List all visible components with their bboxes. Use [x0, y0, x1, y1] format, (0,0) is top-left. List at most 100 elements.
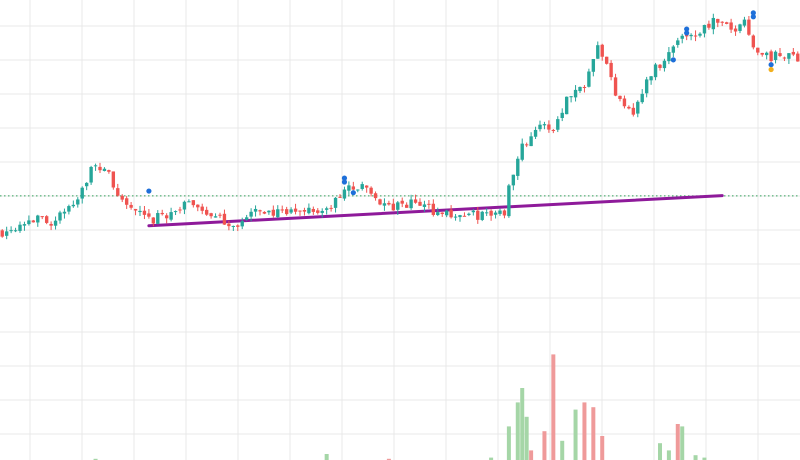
candle-body	[600, 44, 604, 57]
volume-bar	[506, 426, 511, 460]
candle-body	[618, 95, 622, 99]
candle-body	[76, 199, 80, 205]
candle-body	[311, 208, 316, 212]
candle-body	[707, 23, 711, 28]
candle-body	[636, 101, 640, 114]
volume-bar	[529, 450, 534, 460]
candle-body	[156, 213, 160, 224]
candle-body	[667, 52, 671, 62]
candle-body	[507, 185, 511, 217]
candle-body	[160, 212, 164, 215]
candle-body	[524, 144, 529, 146]
candle-body	[742, 19, 747, 26]
candle-body	[27, 220, 31, 225]
candle-body	[253, 208, 258, 212]
candle-body	[262, 211, 267, 214]
candle-body	[44, 216, 49, 223]
signal-marker	[341, 175, 348, 181]
candle-body	[538, 124, 542, 130]
candle-body	[529, 136, 533, 147]
candle-body	[53, 220, 58, 226]
candle-body	[62, 211, 67, 214]
candle-body	[649, 76, 653, 81]
candle-body	[400, 200, 404, 204]
candle-body	[387, 202, 391, 205]
candle-body	[640, 93, 644, 103]
candle-body	[329, 207, 333, 209]
candle-body	[218, 214, 222, 216]
candle-body	[40, 216, 44, 218]
trendline-segment	[147, 194, 724, 228]
candle-body	[58, 212, 62, 221]
candle-body	[476, 210, 480, 220]
candle-body	[680, 35, 684, 39]
candle-body	[764, 52, 769, 56]
candle-body	[209, 213, 213, 217]
candle-body	[147, 213, 151, 217]
candle-body	[333, 197, 338, 208]
candle-body	[560, 112, 564, 118]
candle-body	[378, 199, 382, 205]
volume-bar	[386, 458, 391, 460]
volume-bar	[600, 436, 605, 460]
candle-body	[693, 35, 698, 37]
candle-body	[729, 22, 733, 30]
candle-body	[316, 210, 320, 213]
candle-body	[582, 86, 587, 88]
candle-body	[284, 209, 289, 215]
candle-body	[347, 185, 351, 191]
candle-body	[338, 196, 342, 198]
candle-body	[676, 40, 680, 45]
candle-body	[187, 201, 191, 203]
candle-body	[778, 53, 782, 57]
candle-body	[31, 220, 36, 223]
candle-body	[169, 212, 173, 220]
candle-body	[391, 203, 396, 211]
candle-body	[631, 107, 636, 115]
candle-body	[116, 188, 120, 196]
candle-body	[480, 211, 484, 220]
signal-marker	[684, 30, 690, 36]
signal-marker	[768, 62, 774, 68]
candle-body	[756, 47, 760, 53]
candle-body	[698, 33, 702, 36]
candle-body	[36, 215, 40, 223]
volume-bar	[93, 458, 98, 460]
candle-body	[427, 203, 431, 205]
candle-body	[622, 98, 627, 107]
candle-body	[733, 28, 738, 32]
candle-body	[662, 60, 667, 69]
candle-body	[142, 210, 147, 215]
candle-body	[280, 209, 284, 211]
candle-body	[293, 208, 298, 212]
volume-bars	[93, 354, 707, 460]
candle-body	[351, 186, 356, 190]
candle-body	[320, 210, 324, 213]
candle-body	[200, 206, 204, 211]
candle-body	[724, 22, 729, 24]
candles	[0, 13, 800, 240]
candle-body	[267, 210, 271, 213]
candle-body	[609, 62, 613, 78]
candle-body	[360, 184, 364, 189]
signal-marker	[750, 14, 756, 20]
candle-body	[182, 201, 187, 210]
candle-body	[298, 210, 302, 212]
candle-body	[453, 216, 458, 218]
candle-body	[13, 230, 18, 232]
signal-marker	[146, 188, 152, 194]
candle-body	[22, 224, 27, 226]
candle-body	[431, 203, 436, 215]
candle-body	[111, 171, 116, 188]
candle-body	[307, 207, 311, 214]
candle-body	[249, 211, 253, 217]
candle-body	[413, 199, 418, 203]
candle-body	[564, 96, 569, 115]
candle-body	[520, 143, 524, 160]
volume-bar	[582, 402, 587, 460]
candle-body	[240, 221, 244, 227]
candle-body	[436, 212, 440, 216]
candle-body	[71, 204, 76, 207]
